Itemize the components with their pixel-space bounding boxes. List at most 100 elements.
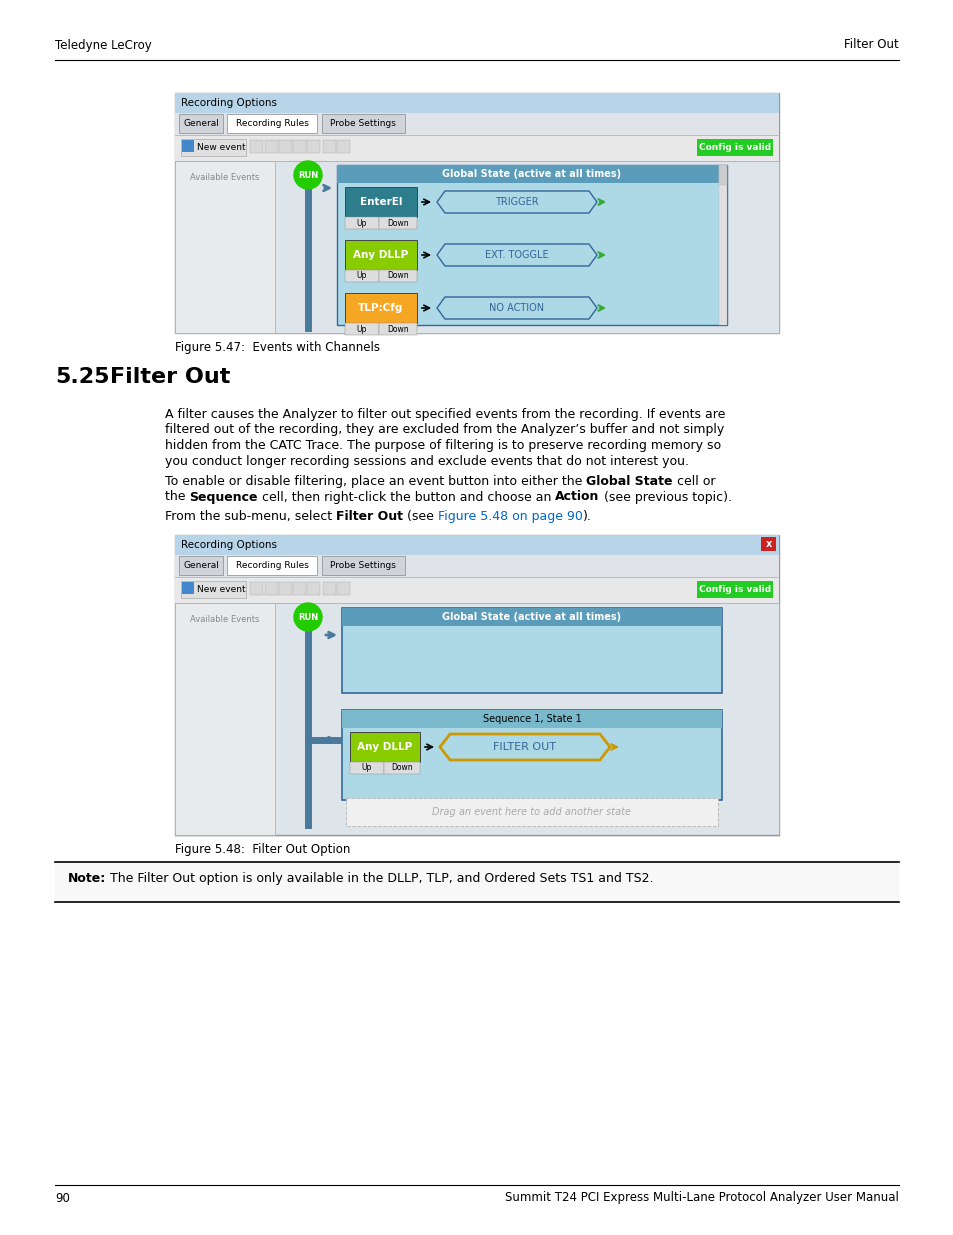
FancyBboxPatch shape [697,140,772,156]
Text: Recording Options: Recording Options [181,98,276,107]
FancyBboxPatch shape [174,577,779,603]
Text: Figure 5.48:  Filter Out Option: Figure 5.48: Filter Out Option [174,844,350,856]
Text: Filter Out: Filter Out [843,38,898,52]
FancyBboxPatch shape [174,603,779,835]
FancyBboxPatch shape [350,762,384,774]
FancyBboxPatch shape [322,556,405,576]
Text: General: General [183,119,218,127]
FancyBboxPatch shape [307,140,319,153]
Text: Figure 5.47:  Events with Channels: Figure 5.47: Events with Channels [174,341,379,354]
Text: (see previous topic).: (see previous topic). [599,490,731,504]
FancyBboxPatch shape [174,535,779,555]
FancyBboxPatch shape [345,186,416,217]
Text: New event: New event [196,142,245,152]
Text: x: x [765,538,771,550]
FancyBboxPatch shape [345,270,378,282]
Text: Config is valid: Config is valid [699,584,770,594]
FancyBboxPatch shape [760,537,775,551]
Polygon shape [436,191,597,212]
Text: Drag an event here to add another state: Drag an event here to add another state [432,806,631,818]
Polygon shape [436,245,597,266]
FancyBboxPatch shape [179,114,223,133]
FancyBboxPatch shape [182,140,193,152]
FancyBboxPatch shape [384,762,419,774]
FancyBboxPatch shape [341,608,721,693]
FancyBboxPatch shape [174,535,779,835]
Text: Down: Down [387,325,409,333]
Text: Available Events: Available Events [190,173,259,182]
FancyBboxPatch shape [181,580,246,598]
FancyBboxPatch shape [174,555,779,577]
FancyBboxPatch shape [179,556,223,576]
Text: ).: ). [582,510,591,522]
Polygon shape [436,296,597,319]
Text: Any DLLP: Any DLLP [353,249,408,261]
Text: Up: Up [361,763,372,773]
Text: 5.25: 5.25 [55,367,110,387]
FancyBboxPatch shape [182,582,193,594]
FancyBboxPatch shape [719,165,726,325]
Text: Global State: Global State [586,475,672,488]
FancyBboxPatch shape [174,603,274,835]
Text: hidden from the CATC Trace. The purpose of filtering is to preserve recording me: hidden from the CATC Trace. The purpose … [165,438,720,452]
Text: TLP:Cfg: TLP:Cfg [358,303,403,312]
Text: EXT. TOGGLE: EXT. TOGGLE [485,249,548,261]
Text: General: General [183,561,218,569]
Text: the: the [165,490,190,504]
Text: cell or: cell or [672,475,715,488]
FancyBboxPatch shape [227,114,316,133]
Text: Figure 5.48 on page 90: Figure 5.48 on page 90 [437,510,582,522]
Text: From the sub-menu, select: From the sub-menu, select [165,510,335,522]
Polygon shape [439,734,609,760]
Text: cell, then right-click the button and choose an: cell, then right-click the button and ch… [257,490,555,504]
Text: Global State (active at all times): Global State (active at all times) [442,613,621,622]
Text: (see: (see [403,510,437,522]
FancyBboxPatch shape [55,862,898,902]
Text: Sequence 1, State 1: Sequence 1, State 1 [482,714,580,724]
FancyBboxPatch shape [345,293,416,324]
Text: Down: Down [391,763,413,773]
Text: Up: Up [356,325,367,333]
FancyBboxPatch shape [323,140,335,153]
FancyBboxPatch shape [350,732,419,762]
Text: TRIGGER: TRIGGER [495,198,538,207]
FancyBboxPatch shape [265,582,277,595]
FancyBboxPatch shape [250,140,263,153]
FancyBboxPatch shape [174,93,779,112]
FancyBboxPatch shape [336,165,726,325]
Text: Filter Out: Filter Out [335,510,403,522]
Text: Config is valid: Config is valid [699,142,770,152]
Text: Recording Options: Recording Options [181,540,276,550]
Text: A filter causes the Analyzer to filter out specified events from the recording. : A filter causes the Analyzer to filter o… [165,408,724,421]
Text: Down: Down [387,272,409,280]
FancyBboxPatch shape [293,582,306,595]
Text: Sequence: Sequence [190,490,257,504]
Text: Global State (active at all times): Global State (active at all times) [442,169,621,179]
Text: 90: 90 [55,1192,70,1204]
Text: NO ACTION: NO ACTION [489,303,544,312]
FancyBboxPatch shape [346,798,718,826]
FancyBboxPatch shape [307,582,319,595]
Circle shape [294,603,322,631]
FancyBboxPatch shape [341,710,721,727]
FancyBboxPatch shape [697,580,772,598]
FancyBboxPatch shape [174,135,779,161]
FancyBboxPatch shape [174,112,779,135]
Text: Up: Up [356,272,367,280]
FancyBboxPatch shape [378,270,416,282]
Text: RUN: RUN [297,613,317,621]
Text: Probe Settings: Probe Settings [330,561,395,569]
FancyBboxPatch shape [378,324,416,335]
FancyBboxPatch shape [278,582,292,595]
Text: To enable or disable filtering, place an event button into either the: To enable or disable filtering, place an… [165,475,586,488]
FancyBboxPatch shape [174,161,779,333]
FancyBboxPatch shape [336,582,350,595]
Text: you conduct longer recording sessions and exclude events that do not interest yo: you conduct longer recording sessions an… [165,454,688,468]
Text: Down: Down [387,219,409,227]
Text: The Filter Out option is only available in the DLLP, TLP, and Ordered Sets TS1 a: The Filter Out option is only available … [106,872,653,885]
Text: Available Events: Available Events [190,615,259,624]
Text: EnterEl: EnterEl [359,198,402,207]
FancyBboxPatch shape [341,608,721,626]
FancyBboxPatch shape [322,114,405,133]
FancyBboxPatch shape [278,140,292,153]
